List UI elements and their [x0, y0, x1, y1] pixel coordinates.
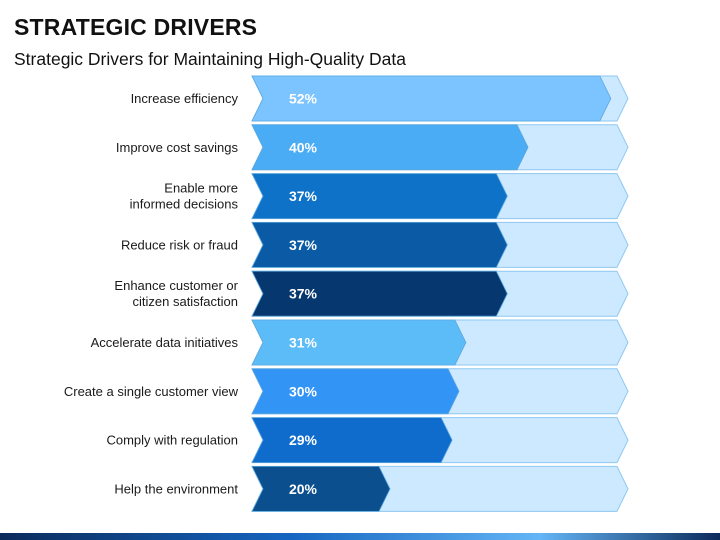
- category-label: Create a single customer view: [64, 384, 239, 399]
- category-label: Comply with regulation: [106, 433, 238, 448]
- category-label: Improve cost savings: [116, 140, 239, 155]
- bar-value-label: 37%: [289, 188, 318, 204]
- bar: [251, 466, 391, 512]
- bar-value-label: 52%: [289, 91, 318, 107]
- bar-value-label: 30%: [289, 383, 318, 399]
- bar-value-label: 37%: [289, 286, 318, 302]
- page-title: STRATEGIC DRIVERS: [14, 14, 258, 40]
- footer-bar: [0, 533, 720, 540]
- category-label: Increase efficiency: [131, 91, 239, 106]
- bar-value-label: 40%: [289, 139, 318, 155]
- bar: [251, 222, 508, 268]
- category-label: Enable more informed decisions: [130, 181, 239, 212]
- bar-value-label: 20%: [289, 481, 318, 497]
- category-label: Enhance customer or citizen satisfaction: [114, 278, 238, 309]
- bar: [251, 124, 529, 171]
- page-subtitle: Strategic Drivers for Maintaining High-Q…: [14, 49, 406, 69]
- category-label: Help the environment: [114, 481, 238, 496]
- bar: [251, 270, 508, 317]
- bar: [251, 319, 467, 366]
- category-label: Accelerate data initiatives: [91, 335, 239, 350]
- bar: [251, 173, 508, 219]
- bar: [251, 368, 460, 415]
- bar: [251, 417, 453, 463]
- category-label: Reduce risk or fraud: [121, 237, 238, 252]
- bar-value-label: 29%: [289, 432, 318, 448]
- bar: [251, 75, 612, 122]
- bar-value-label: 37%: [289, 237, 318, 253]
- bar-value-label: 31%: [289, 335, 318, 351]
